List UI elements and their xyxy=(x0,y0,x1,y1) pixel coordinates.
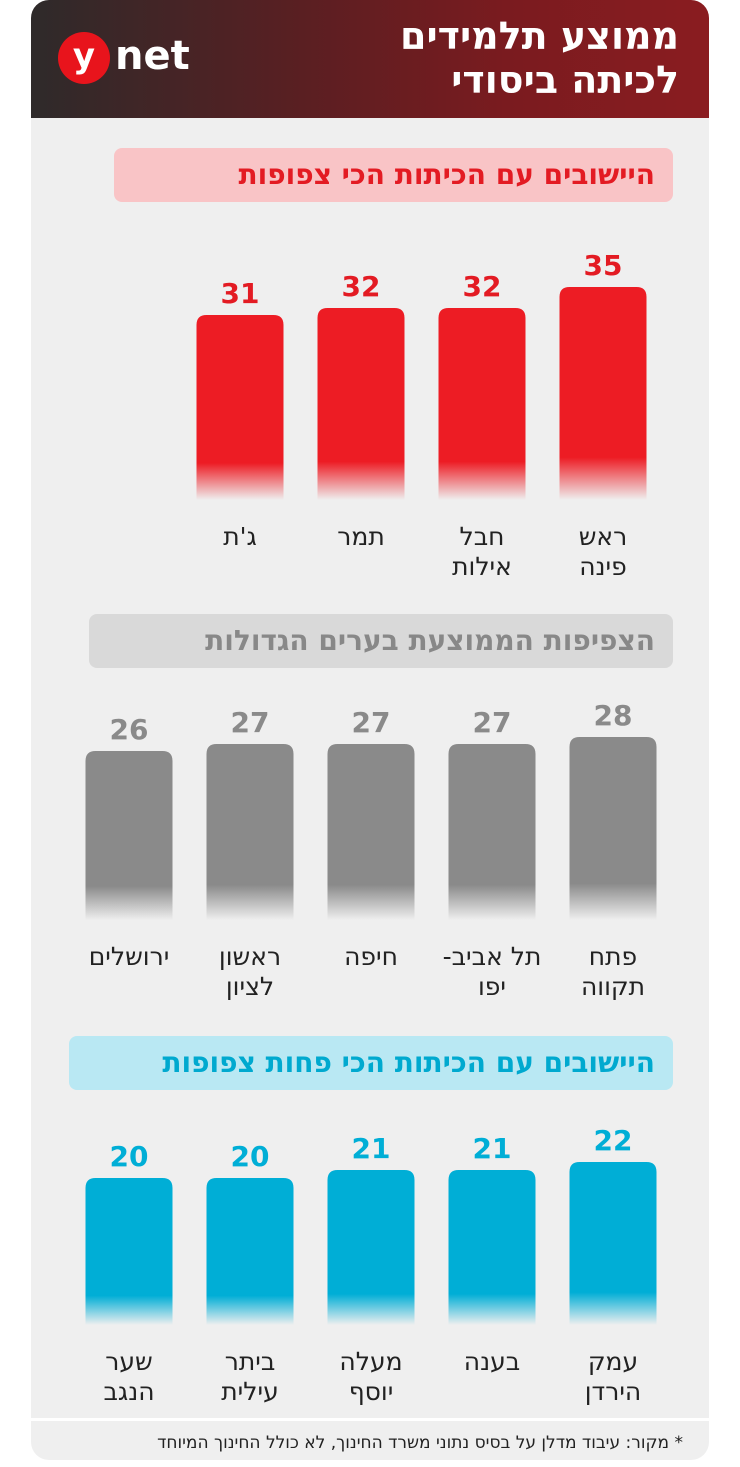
category-label: יוסף xyxy=(349,1377,394,1406)
category-label: יפו xyxy=(478,972,506,1001)
category-label: ביתר xyxy=(225,1347,276,1376)
footer-divider xyxy=(31,1418,709,1421)
bar xyxy=(569,737,657,920)
bar-value-label: 32 xyxy=(342,270,381,303)
category-label: ראשון xyxy=(219,942,281,971)
ynet-logo-y: y xyxy=(72,36,96,76)
category-label: בענה xyxy=(464,1347,520,1376)
bar-value-label: 20 xyxy=(231,1140,270,1173)
section-title-densest: היישובים עם הכיתות הכי צפופות xyxy=(114,148,673,202)
category-label: לציון xyxy=(226,972,274,1001)
bar xyxy=(327,1170,415,1325)
bar-value-label: 32 xyxy=(463,270,502,303)
bar xyxy=(85,751,173,920)
header-bar: ממוצע תלמידים לכיתה ביסודי y net xyxy=(31,0,709,118)
section-title-least-dense: היישובים עם הכיתות הכי פחות צפופות xyxy=(69,1036,673,1090)
title-line-2: לכיתה ביסודי xyxy=(451,58,679,102)
page-title: ממוצע תלמידים לכיתה ביסודי xyxy=(319,14,679,102)
bar-value-label: 28 xyxy=(594,699,633,732)
bar xyxy=(438,308,526,500)
bar xyxy=(327,744,415,920)
category-label: הנגב xyxy=(103,1377,154,1406)
category-label: ג'ת xyxy=(223,522,257,551)
category-label: ירושלים xyxy=(89,942,170,971)
bar-value-label: 26 xyxy=(110,713,149,746)
bar-value-label: 22 xyxy=(594,1124,633,1157)
category-label: ראש xyxy=(579,522,628,551)
bar xyxy=(448,1170,536,1325)
title-line-1: ממוצע תלמידים xyxy=(399,14,679,58)
bar-value-label: 20 xyxy=(110,1140,149,1173)
bar-value-label: 27 xyxy=(231,706,270,739)
category-label: תל אביב- xyxy=(443,942,542,971)
bar xyxy=(569,1162,657,1325)
category-label: הירדן xyxy=(585,1377,642,1406)
bar xyxy=(448,744,536,920)
bar xyxy=(206,1178,294,1325)
bar-value-label: 27 xyxy=(352,706,391,739)
category-label: חיפה xyxy=(344,942,398,971)
ynet-logo-icon xyxy=(58,32,110,84)
bar-value-label: 27 xyxy=(473,706,512,739)
source-footnote: * מקור: עיבוד מדלן על בסיס נתוני משרד הח… xyxy=(157,1433,683,1453)
ynet-logo-net: net xyxy=(115,33,190,79)
section-title-big-cities: הצפיפות הממוצעת בערים הגדולות xyxy=(89,614,673,668)
category-label: שער xyxy=(105,1347,152,1376)
bar xyxy=(85,1178,173,1325)
category-label: אילות xyxy=(452,552,512,581)
bar xyxy=(317,308,405,500)
category-label: תמר xyxy=(337,522,385,551)
bar-value-label: 35 xyxy=(584,249,623,282)
infographic-card: ממוצע תלמידים לכיתה ביסודי y net היישובי… xyxy=(31,0,709,1460)
category-label: תקווה xyxy=(581,972,645,1001)
category-label: פינה xyxy=(579,552,627,581)
category-label: עמק xyxy=(588,1347,638,1376)
bar-value-label: 21 xyxy=(352,1132,391,1165)
category-label: פתח xyxy=(589,942,637,971)
category-label: עילית xyxy=(221,1377,278,1406)
bar xyxy=(206,744,294,920)
category-label: חבל xyxy=(460,522,505,551)
bar-value-label: 31 xyxy=(221,277,260,310)
bar xyxy=(196,315,284,500)
bar xyxy=(559,287,647,500)
category-label: מעלה xyxy=(339,1347,402,1376)
bar-value-label: 21 xyxy=(473,1132,512,1165)
